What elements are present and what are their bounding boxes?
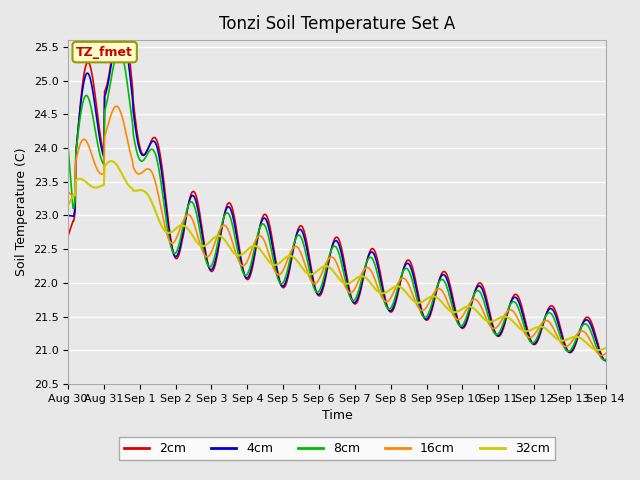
4cm bbox=[423, 316, 431, 322]
2cm bbox=[253, 237, 261, 243]
8cm bbox=[64, 145, 72, 151]
2cm bbox=[274, 269, 282, 275]
16cm bbox=[274, 272, 282, 277]
8cm bbox=[128, 116, 136, 122]
Legend: 2cm, 4cm, 8cm, 16cm, 32cm: 2cm, 4cm, 8cm, 16cm, 32cm bbox=[119, 437, 555, 460]
4cm bbox=[64, 213, 72, 218]
16cm bbox=[227, 234, 235, 240]
32cm bbox=[423, 296, 431, 301]
16cm bbox=[253, 234, 261, 240]
8cm bbox=[600, 357, 608, 363]
Title: Tonzi Soil Temperature Set A: Tonzi Soil Temperature Set A bbox=[219, 15, 455, 33]
Line: 32cm: 32cm bbox=[68, 161, 605, 350]
Y-axis label: Soil Temperature (C): Soil Temperature (C) bbox=[15, 148, 28, 276]
2cm bbox=[112, 31, 120, 36]
Line: 4cm: 4cm bbox=[68, 34, 605, 360]
8cm bbox=[115, 48, 123, 53]
2cm bbox=[64, 233, 72, 239]
Line: 16cm: 16cm bbox=[68, 106, 605, 355]
32cm bbox=[253, 244, 261, 250]
32cm bbox=[64, 203, 72, 208]
8cm bbox=[423, 313, 431, 319]
Text: TZ_fmet: TZ_fmet bbox=[76, 46, 133, 59]
32cm bbox=[594, 347, 602, 353]
16cm bbox=[393, 282, 401, 288]
4cm bbox=[113, 31, 120, 36]
32cm bbox=[602, 345, 609, 351]
4cm bbox=[602, 358, 609, 363]
4cm bbox=[253, 235, 261, 241]
4cm bbox=[128, 91, 136, 96]
Line: 8cm: 8cm bbox=[68, 50, 605, 360]
16cm bbox=[598, 352, 605, 358]
16cm bbox=[602, 350, 609, 356]
2cm bbox=[227, 202, 235, 207]
2cm bbox=[423, 317, 431, 323]
32cm bbox=[128, 185, 136, 191]
2cm bbox=[128, 79, 136, 84]
X-axis label: Time: Time bbox=[321, 409, 352, 422]
8cm bbox=[253, 233, 261, 239]
4cm bbox=[393, 293, 401, 299]
16cm bbox=[128, 156, 136, 162]
4cm bbox=[274, 272, 282, 277]
32cm bbox=[227, 246, 235, 252]
4cm bbox=[227, 206, 235, 212]
16cm bbox=[64, 189, 72, 195]
8cm bbox=[274, 275, 282, 281]
32cm bbox=[274, 261, 282, 267]
8cm bbox=[227, 216, 235, 222]
Line: 2cm: 2cm bbox=[68, 34, 605, 360]
32cm bbox=[108, 158, 115, 164]
32cm bbox=[393, 283, 401, 289]
2cm bbox=[602, 358, 609, 363]
16cm bbox=[113, 103, 120, 109]
8cm bbox=[602, 357, 609, 362]
8cm bbox=[393, 288, 401, 294]
2cm bbox=[393, 295, 401, 301]
16cm bbox=[423, 303, 431, 309]
